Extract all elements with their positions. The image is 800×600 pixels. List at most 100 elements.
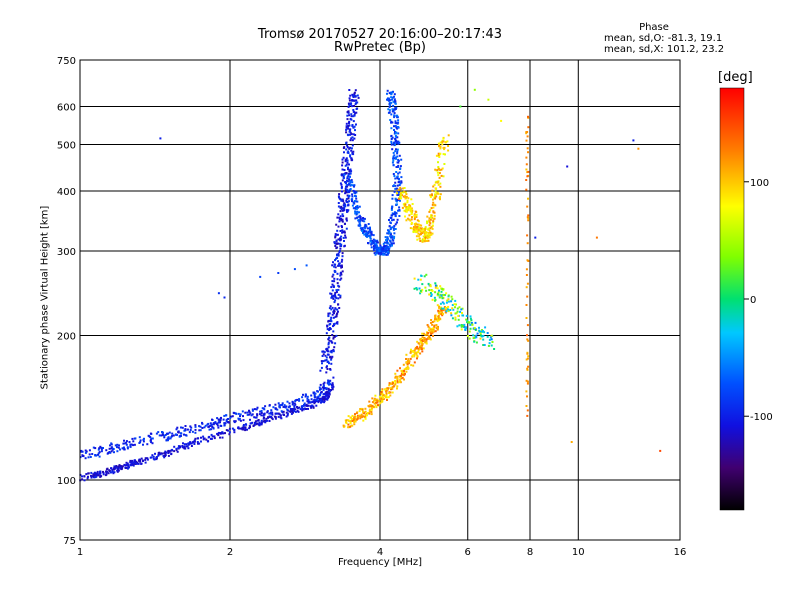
data-point: [163, 456, 166, 459]
data-point: [404, 372, 406, 375]
data-point: [150, 441, 153, 444]
data-point: [190, 426, 193, 429]
data-point: [384, 236, 387, 239]
data-point: [354, 129, 356, 132]
data-point: [439, 195, 441, 198]
data-point: [397, 142, 400, 145]
x-tick-label: 1: [77, 547, 83, 558]
data-point: [387, 252, 389, 254]
data-point: [321, 350, 324, 353]
data-point: [294, 399, 297, 402]
data-point: [430, 214, 433, 217]
data-point: [362, 232, 365, 235]
data-point: [371, 239, 374, 242]
data-point: [337, 242, 340, 245]
data-point: [184, 428, 187, 431]
data-point: [376, 240, 379, 243]
data-point: [436, 292, 439, 295]
data-point: [468, 321, 471, 324]
data-point: [190, 445, 193, 447]
data-point: [377, 404, 379, 407]
data-point: [265, 417, 268, 420]
data-point: [277, 402, 280, 405]
data-point: [388, 219, 390, 221]
data-point: [311, 404, 314, 407]
data-point: [392, 104, 395, 107]
colorbar-label: [deg]: [718, 70, 753, 85]
data-point: [389, 119, 392, 121]
data-point: [105, 449, 108, 452]
data-point: [338, 218, 341, 221]
data-point: [632, 139, 635, 142]
data-point: [333, 280, 336, 283]
data-point: [404, 197, 407, 200]
data-point: [428, 219, 431, 222]
data-point: [175, 449, 178, 452]
data-point: [376, 241, 379, 244]
data-point: [125, 443, 128, 446]
data-point: [327, 350, 330, 353]
data-point: [331, 382, 334, 385]
data-point: [259, 410, 262, 413]
data-point: [347, 102, 350, 105]
data-point: [343, 231, 346, 234]
data-point: [351, 420, 354, 422]
data-point: [239, 415, 241, 418]
data-point: [274, 403, 277, 406]
data-point: [425, 239, 428, 242]
data-point: [406, 217, 409, 220]
data-point: [371, 401, 374, 404]
data-point: [228, 433, 231, 436]
data-point: [389, 227, 392, 230]
data-point: [345, 172, 348, 174]
data-point: [389, 387, 392, 390]
data-point: [324, 359, 327, 362]
data-point: [351, 204, 354, 207]
data-point: [447, 145, 450, 147]
data-point: [296, 409, 299, 412]
data-point: [378, 248, 381, 251]
data-point: [428, 289, 431, 292]
data-point: [418, 342, 421, 345]
data-point: [268, 404, 271, 407]
data-point: [372, 234, 375, 237]
data-point: [106, 470, 109, 473]
data-point: [279, 416, 282, 419]
data-point: [361, 219, 364, 222]
data-point: [167, 454, 170, 457]
data-point: [157, 452, 160, 454]
data-point: [374, 398, 377, 401]
data-point: [396, 193, 399, 196]
data-point: [465, 318, 468, 321]
data-point: [385, 392, 388, 395]
data-point: [325, 371, 328, 374]
data-point: [394, 187, 397, 190]
data-point: [400, 181, 403, 184]
data-point: [459, 105, 462, 108]
data-point: [321, 386, 324, 389]
data-point: [391, 136, 394, 139]
data-point: [419, 240, 422, 242]
data-point: [384, 388, 387, 391]
data-point: [408, 362, 411, 365]
data-point: [479, 337, 482, 340]
data-point: [298, 399, 301, 402]
data-point: [220, 425, 223, 427]
data-point: [210, 424, 213, 427]
data-point: [337, 264, 340, 267]
data-point: [447, 308, 450, 311]
data-point: [418, 237, 421, 240]
data-point: [484, 326, 487, 329]
data-point: [392, 227, 395, 230]
data-point: [225, 414, 228, 417]
data-point: [227, 421, 230, 423]
data-point: [286, 400, 289, 403]
data-point: [357, 414, 359, 417]
data-point: [427, 239, 430, 242]
data-point: [224, 432, 226, 435]
data-point: [459, 310, 462, 313]
data-point: [331, 264, 334, 267]
data-point: [327, 393, 330, 395]
data-point: [312, 400, 315, 403]
